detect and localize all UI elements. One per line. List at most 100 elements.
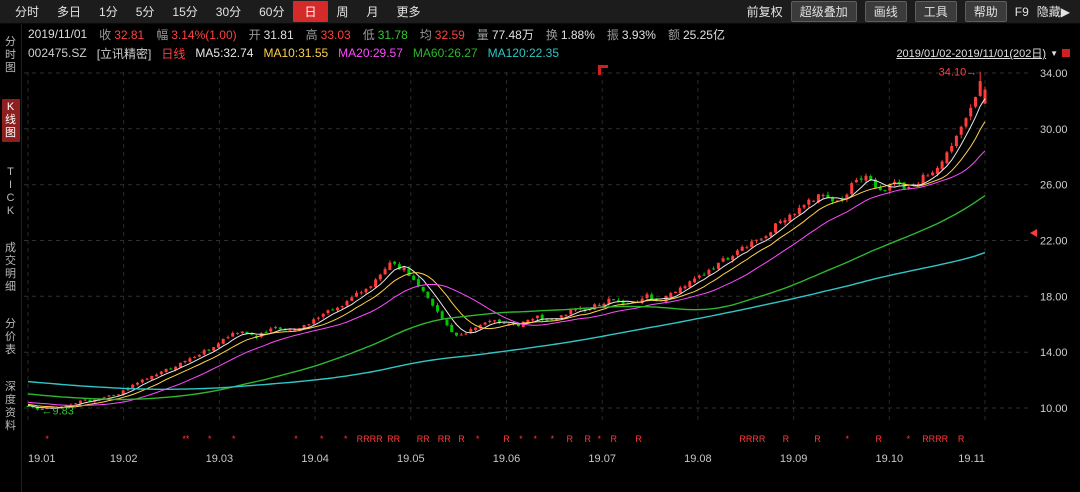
candle-body [731, 256, 735, 260]
candle-body [845, 194, 849, 200]
sidebar-tab[interactable]: 深度资料 [5, 381, 16, 432]
event-marker[interactable]: RRRR [922, 434, 948, 444]
menu-tab[interactable]: 日 [293, 1, 328, 22]
toolbar-button[interactable]: 画线 [864, 1, 907, 22]
candle-body [764, 236, 768, 238]
event-marker[interactable]: R [783, 434, 790, 444]
quote-bar: 2019/11/01 收 32.81 幅 3.14%(1.00) 开 31.81 高 33.0… [22, 24, 1080, 44]
candle-body [607, 298, 611, 304]
candle-body [978, 81, 982, 96]
event-marker[interactable]: * [907, 434, 911, 444]
candle-body [821, 195, 825, 197]
candle-body [559, 315, 563, 318]
sidebar-tab[interactable]: 分价表 [5, 318, 16, 356]
candle-body [240, 331, 244, 333]
event-marker[interactable]: * [208, 434, 212, 444]
event-marker[interactable]: RRRR [357, 434, 383, 444]
period-high-label: 34.10→ [939, 67, 978, 79]
toolbar-button[interactable]: 隐藏▶ [1036, 5, 1070, 19]
y-axis-label: 22.00 [1040, 236, 1068, 248]
menu-tab[interactable]: 周 [336, 5, 349, 19]
menu-tab[interactable]: 60分 [259, 5, 285, 19]
candle-body [602, 303, 606, 306]
candle-body [155, 374, 159, 377]
candle-body [726, 258, 730, 260]
event-marker[interactable]: * [320, 434, 324, 444]
menu-tab[interactable]: 月 [366, 5, 379, 19]
event-marker[interactable]: RR [417, 434, 430, 444]
event-marker[interactable]: RR [387, 434, 400, 444]
event-marker[interactable]: RR [438, 434, 451, 444]
ma-label: MA20:29.57 [338, 46, 403, 60]
candle-body [859, 178, 863, 180]
event-marker[interactable]: * [476, 434, 480, 444]
drawing-marker-icon [598, 65, 608, 75]
x-axis-label: 19.09 [780, 453, 808, 465]
candle-body [531, 319, 535, 321]
event-marker[interactable]: R [566, 434, 573, 444]
x-axis-label: 19.07 [588, 453, 616, 465]
toolbar-button[interactable]: 帮助 [964, 1, 1007, 22]
sidebar-tab[interactable]: 成交明细 [5, 242, 16, 293]
event-marker[interactable]: R [503, 434, 510, 444]
event-marker[interactable]: RRRR [739, 434, 765, 444]
candle-body [897, 182, 901, 183]
event-marker[interactable]: * [232, 434, 236, 444]
menu-tab[interactable]: 多日 [57, 5, 82, 19]
candle-body [616, 300, 620, 302]
candle-body [650, 294, 654, 300]
event-marker[interactable]: R [814, 434, 821, 444]
toolbar-button[interactable]: 超级叠加 [790, 1, 857, 22]
event-marker[interactable]: R [876, 434, 883, 444]
event-marker[interactable]: * [598, 434, 602, 444]
kline-chart[interactable]: 10.00 14.00 18.00 22.00 26.00 30.00 34.00 19.01… [22, 62, 1080, 492]
candle-body [535, 315, 539, 319]
event-marker[interactable]: R [610, 434, 617, 444]
menu-tab[interactable]: 30分 [215, 5, 242, 19]
y-axis-label: 10.00 [1040, 403, 1068, 415]
menu-tab[interactable]: 5分 [135, 5, 155, 19]
candle-body [969, 107, 973, 117]
toolbar-button[interactable]: 前复权 [746, 5, 783, 19]
candle-body [550, 319, 554, 321]
candle-body [755, 239, 758, 241]
menu-tab[interactable]: 分时 [15, 5, 40, 19]
candle-body [959, 126, 963, 135]
event-marker[interactable]: * [533, 434, 537, 444]
quote-fields: 收 32.81 幅 3.14%(1.00) 开 31.81 高 33.03 低 31.78 均 32.… [99, 26, 725, 43]
event-marker[interactable]: * [344, 434, 348, 444]
candle-body [231, 333, 235, 337]
candle-body [293, 329, 297, 331]
event-marker[interactable]: R [635, 434, 642, 444]
toolbar-button[interactable]: F9 [1014, 4, 1029, 19]
sidebar-tab[interactable]: 分时图 [5, 36, 16, 74]
candle-body [436, 305, 439, 312]
menu-tab[interactable]: 1分 [99, 5, 118, 19]
event-marker[interactable]: R [458, 434, 465, 444]
date-range-control[interactable]: 2019/01/02-2019/11/01(202日) ▼ [896, 45, 1080, 61]
event-marker[interactable]: ** [182, 434, 190, 444]
toolbar-button[interactable]: 工具 [914, 1, 957, 22]
event-marker[interactable]: * [294, 434, 298, 444]
x-axis-label: 19.08 [684, 453, 712, 465]
candle-body [721, 258, 725, 262]
candle-body [702, 274, 706, 276]
menu-tab[interactable]: 更多 [396, 5, 421, 19]
ma60-line [27, 195, 986, 401]
candle-body [388, 262, 392, 270]
event-marker[interactable]: * [845, 434, 849, 444]
candle-body [459, 334, 463, 336]
event-marker[interactable]: * [551, 434, 555, 444]
event-marker[interactable]: R [958, 434, 965, 444]
event-marker[interactable]: * [519, 434, 523, 444]
candle-body [464, 333, 468, 335]
event-marker[interactable]: * [45, 434, 49, 444]
candle-body [526, 320, 530, 323]
menu-tab[interactable]: 15分 [172, 5, 198, 19]
candle-body [507, 323, 511, 325]
x-axis-label: 19.06 [493, 453, 521, 465]
ma-label: MA120:22.35 [487, 46, 559, 60]
event-marker[interactable]: R [585, 434, 592, 444]
